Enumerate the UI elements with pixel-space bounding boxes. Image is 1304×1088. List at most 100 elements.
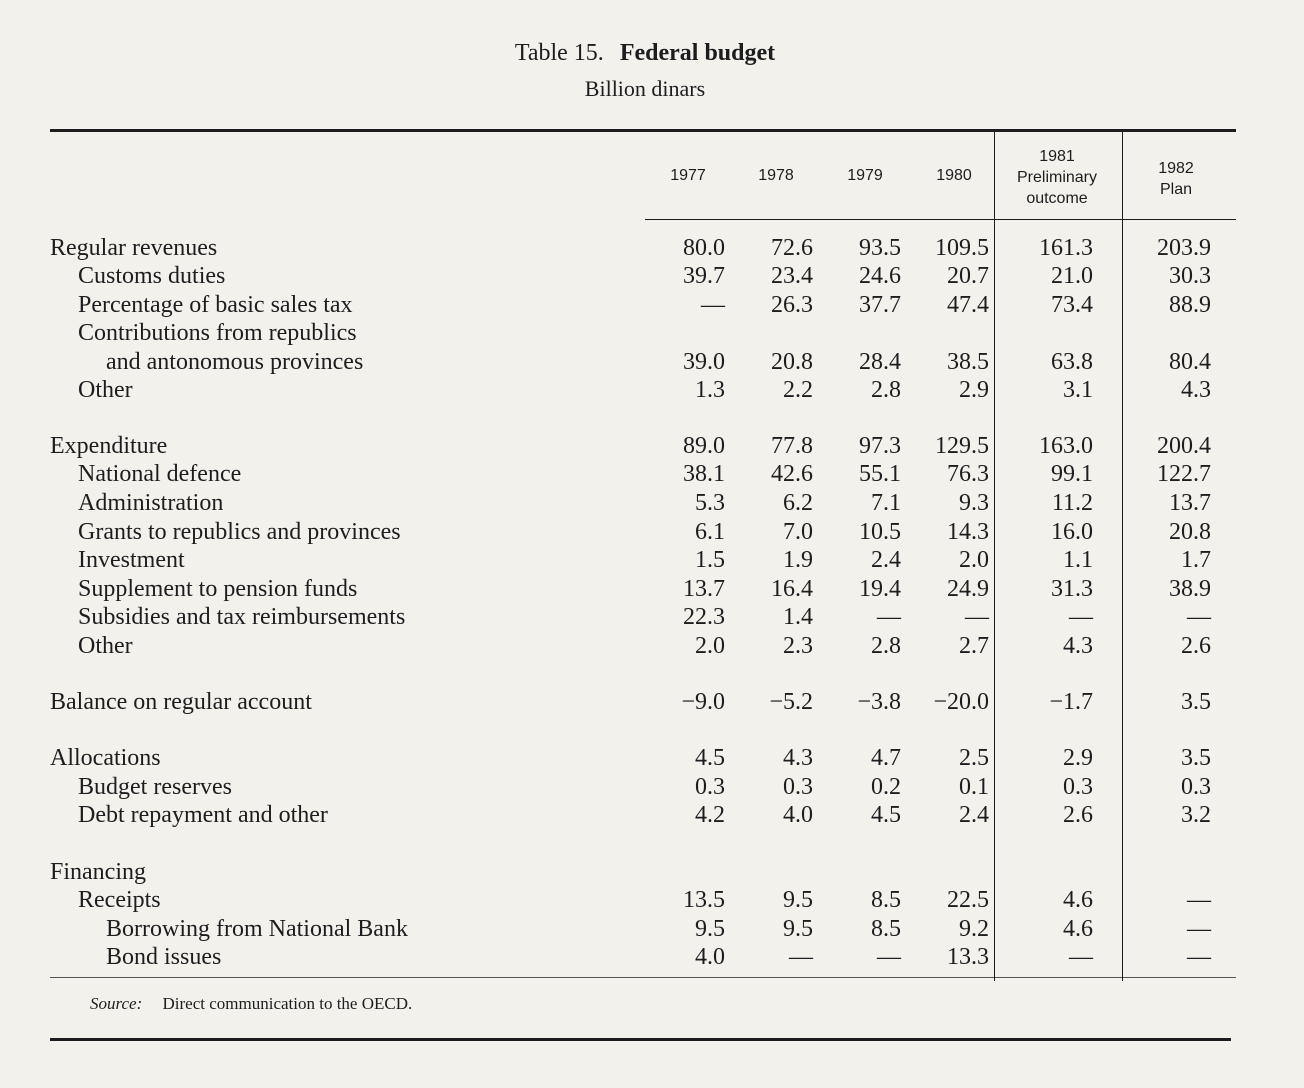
column-header-line: 1979 — [847, 167, 883, 184]
table-cell: 7.0 — [783, 519, 813, 545]
column-divider-1982 — [1122, 131, 1123, 981]
row-label: Administration — [78, 490, 224, 516]
table-cell: 39.7 — [683, 263, 725, 289]
row-label: Regular revenues — [50, 235, 218, 261]
table-cell: 97.3 — [859, 433, 901, 459]
table-cell: 4.5 — [871, 802, 901, 828]
table-cell: — — [701, 292, 725, 318]
table-cell: 0.3 — [1181, 774, 1211, 800]
table-cell: 16.4 — [771, 576, 813, 602]
source-label: Source: — [90, 994, 143, 1013]
row-label: Receipts — [78, 887, 161, 913]
row-label: Supplement to pension funds — [78, 576, 358, 602]
table-cell: 63.8 — [1051, 349, 1093, 375]
table-cell: 2.4 — [959, 802, 989, 828]
column-header: 1980 — [914, 165, 994, 186]
row-label: Subsidies and tax reimbursements — [78, 604, 406, 630]
table-cell: 6.1 — [695, 519, 725, 545]
table-cell: −3.8 — [857, 689, 901, 715]
table-cell: 161.3 — [1039, 235, 1093, 261]
table-cell: 2.5 — [959, 745, 989, 771]
column-header-line: outcome — [1026, 190, 1088, 207]
table-cell: 31.3 — [1051, 576, 1093, 602]
table-cell: 1.1 — [1063, 547, 1093, 573]
table-cell: 1.9 — [783, 547, 813, 573]
table-number: Table 15. — [514, 40, 604, 66]
table-cell: 2.4 — [871, 547, 901, 573]
table-cell: — — [877, 944, 901, 970]
table-cell: 77.8 — [771, 433, 813, 459]
table-cell: — — [1069, 604, 1093, 630]
table-cell: 76.3 — [947, 461, 989, 487]
table-cell: 39.0 — [683, 349, 725, 375]
table-cell: 0.1 — [959, 774, 989, 800]
column-header: 1978 — [736, 165, 816, 186]
row-label: Percentage of basic sales tax — [78, 292, 353, 318]
table-cell: 38.5 — [947, 349, 989, 375]
row-label: Investment — [78, 547, 185, 573]
table-cell: — — [1187, 887, 1211, 913]
table-cell: — — [1187, 916, 1211, 942]
table-cell: −1.7 — [1049, 689, 1093, 715]
table-cell: 24.9 — [947, 576, 989, 602]
table-cell: 22.3 — [683, 604, 725, 630]
table-cell: 7.1 — [871, 490, 901, 516]
table-cell: 3.5 — [1181, 689, 1211, 715]
table-cell: 129.5 — [935, 433, 989, 459]
table-cell: 21.0 — [1051, 263, 1093, 289]
table-cell: −5.2 — [769, 689, 813, 715]
table-cell: 93.5 — [859, 235, 901, 261]
header-rule — [645, 219, 1236, 220]
row-label: Other — [78, 377, 133, 403]
table-cell: 9.2 — [959, 916, 989, 942]
table-cell: 80.4 — [1169, 349, 1211, 375]
table-cell: 1.4 — [783, 604, 813, 630]
source-text: Direct communication to the OECD. — [162, 994, 413, 1013]
table-cell: 10.5 — [859, 519, 901, 545]
table-cell: 4.3 — [1063, 633, 1093, 659]
table-title: Table 15. Federal budget — [0, 40, 1290, 67]
table-cell: 1.5 — [695, 547, 725, 573]
table-cell: 200.4 — [1157, 433, 1211, 459]
table-cell: 8.5 — [871, 916, 901, 942]
table-cell: — — [965, 604, 989, 630]
table-cell: −9.0 — [681, 689, 725, 715]
table-cell: 3.2 — [1181, 802, 1211, 828]
table-cell: 2.3 — [783, 633, 813, 659]
table-cell: 4.2 — [695, 802, 725, 828]
table-cell: 13.3 — [947, 944, 989, 970]
row-label: National defence — [78, 461, 242, 487]
table-name: Federal budget — [619, 40, 776, 66]
row-label: Borrowing from National Bank — [106, 916, 408, 942]
table-cell: 203.9 — [1157, 235, 1211, 261]
table-cell: 6.2 — [783, 490, 813, 516]
table-cell: 0.2 — [871, 774, 901, 800]
row-label: Contributions from republics — [78, 320, 357, 346]
table-cell: 23.4 — [771, 263, 813, 289]
table-cell: 42.6 — [771, 461, 813, 487]
table-cell: 4.5 — [695, 745, 725, 771]
column-header-line: 1982 — [1158, 160, 1194, 177]
table-cell: 5.3 — [695, 490, 725, 516]
table-cell: 109.5 — [935, 235, 989, 261]
column-header-line: 1980 — [936, 167, 972, 184]
table-cell: — — [1069, 944, 1093, 970]
table-cell: 2.9 — [1063, 745, 1093, 771]
column-header: 1982 Plan — [1126, 158, 1226, 200]
table-cell: 1.7 — [1181, 547, 1211, 573]
table-cell: 89.0 — [683, 433, 725, 459]
column-header-line: Plan — [1159, 181, 1193, 198]
table-cell: 0.3 — [783, 774, 813, 800]
table-cell: 2.2 — [783, 377, 813, 403]
table-cell: 13.7 — [683, 576, 725, 602]
table-cell: — — [1187, 944, 1211, 970]
column-header-line: Preliminary — [1016, 169, 1097, 186]
table-cell: 3.5 — [1181, 745, 1211, 771]
table-cell: 2.0 — [695, 633, 725, 659]
table-cell: 2.8 — [871, 633, 901, 659]
table-cell: — — [877, 604, 901, 630]
row-label: Debt repayment and other — [78, 802, 328, 828]
table-cell: 2.6 — [1181, 633, 1211, 659]
table-cell: 4.6 — [1063, 887, 1093, 913]
table-cell: 99.1 — [1051, 461, 1093, 487]
